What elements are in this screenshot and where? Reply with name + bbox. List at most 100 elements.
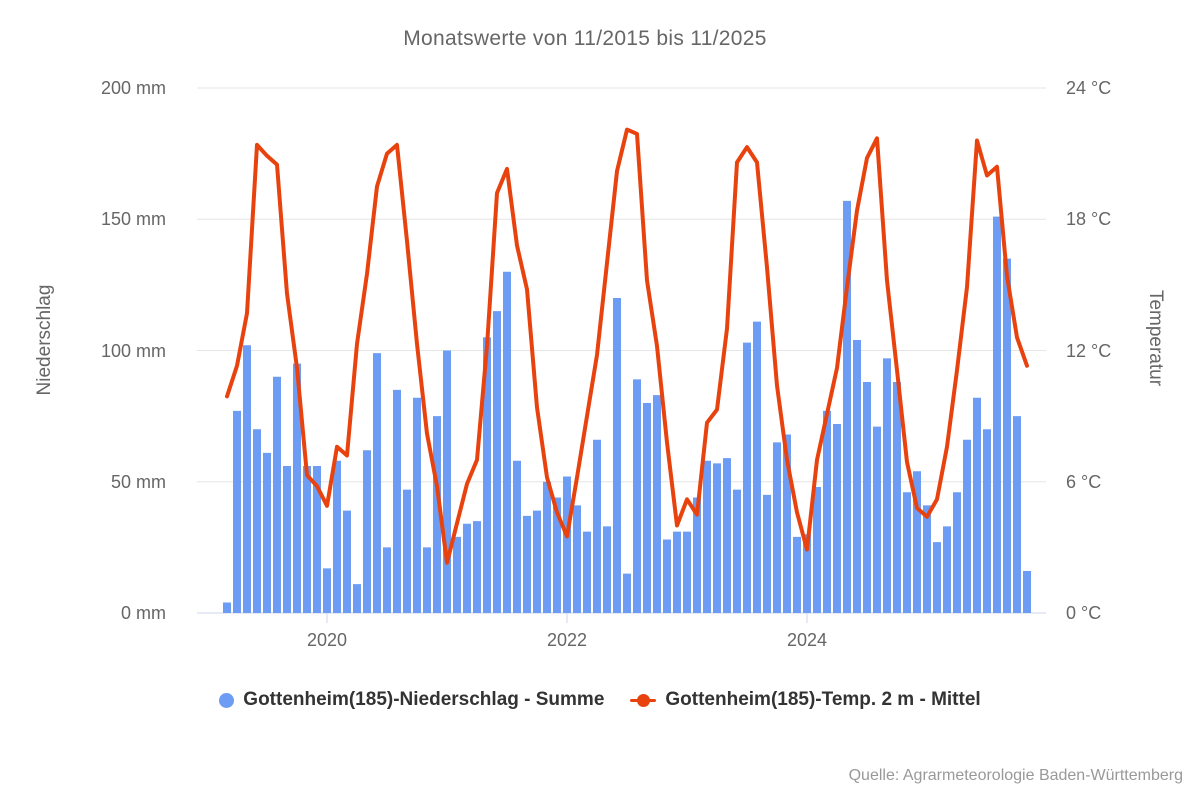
precip-bar[interactable] — [273, 376, 281, 613]
precip-bar[interactable] — [983, 429, 991, 613]
precip-bar[interactable] — [603, 526, 611, 613]
precip-bar[interactable] — [493, 311, 501, 613]
precip-bar[interactable] — [633, 379, 641, 613]
precip-bar[interactable] — [563, 476, 571, 614]
precip-bar[interactable] — [573, 505, 581, 613]
precip-bar[interactable] — [393, 389, 401, 613]
y-axis-label-right-18°C: 18 °C — [1066, 209, 1112, 230]
x-axis-label-2022: 2022 — [546, 630, 588, 650]
precip-bar[interactable] — [313, 466, 321, 613]
precip-bar[interactable] — [1013, 416, 1021, 613]
precip-bar[interactable] — [713, 463, 721, 613]
precip-bar[interactable] — [343, 510, 351, 613]
precip-bar[interactable] — [263, 452, 271, 613]
precip-bar[interactable] — [513, 460, 521, 613]
precip-bar[interactable] — [863, 382, 871, 613]
legend-label: Gottenheim(185)-Temp. 2 m - Mittel — [665, 689, 981, 710]
precip-bar[interactable] — [823, 410, 831, 613]
precip-bar[interactable] — [333, 460, 341, 613]
precip-bar[interactable] — [953, 492, 961, 613]
precip-bar[interactable] — [773, 442, 781, 613]
precip-bar[interactable] — [353, 584, 361, 613]
y-axis-label-left-0mm: 0 mm — [121, 603, 166, 623]
precip-bar[interactable] — [743, 342, 751, 613]
precip-bar[interactable] — [683, 531, 691, 613]
precip-bar[interactable] — [373, 353, 381, 613]
precip-bar[interactable] — [613, 298, 621, 613]
legend-line-dot-icon — [630, 693, 657, 708]
precip-bar[interactable] — [853, 340, 861, 613]
precip-bar[interactable] — [693, 497, 701, 614]
precip-bar[interactable] — [523, 515, 531, 613]
precip-bar[interactable] — [363, 450, 371, 613]
precip-bar[interactable] — [753, 321, 761, 613]
y-axis-label-left-50mm: 50 mm — [110, 471, 166, 492]
precip-bar[interactable] — [503, 271, 511, 613]
precip-bar[interactable] — [843, 200, 851, 613]
precip-bar[interactable] — [883, 358, 891, 613]
precip-bar[interactable] — [813, 487, 821, 613]
precip-bar[interactable] — [733, 489, 741, 613]
precip-bar[interactable] — [283, 466, 291, 613]
temp-line[interactable] — [225, 127, 1029, 565]
precip-bar[interactable] — [963, 439, 971, 613]
precip-bar[interactable] — [933, 542, 941, 613]
precip-bar[interactable] — [403, 489, 411, 613]
x-axis-label-2020: 2020 — [306, 630, 348, 650]
precip-bar[interactable] — [543, 481, 551, 613]
precip-bar[interactable] — [443, 350, 451, 614]
precip-bar[interactable] — [323, 568, 331, 613]
precip-bar[interactable] — [943, 526, 951, 613]
source-credit: Quelle: Agrarmeteorologie Baden-Württemb… — [848, 767, 1183, 784]
legend-label: Gottenheim(185)-Niederschlag - Summe — [243, 689, 605, 710]
precip-bar[interactable] — [643, 403, 651, 613]
precip-bar[interactable] — [793, 536, 801, 613]
precip-bar[interactable] — [223, 602, 231, 614]
precip-bar[interactable] — [1023, 571, 1031, 613]
precip-bar[interactable] — [593, 439, 601, 613]
y-axis-title-temperature: Temperatur — [1145, 289, 1166, 387]
precip-bar[interactable] — [233, 410, 241, 613]
y-axis-label-right-6°C: 6 °C — [1066, 471, 1102, 492]
precip-bar[interactable] — [303, 466, 311, 613]
precip-bar[interactable] — [903, 492, 911, 613]
precip-bar[interactable] — [763, 494, 771, 613]
legend-item-temperature[interactable]: Gottenheim(185)-Temp. 2 m - Mittel — [630, 689, 981, 711]
precip-bar[interactable] — [453, 536, 461, 613]
precip-bar[interactable] — [873, 426, 881, 613]
x-axis-label-2024: 2024 — [786, 630, 828, 650]
precip-bar[interactable] — [293, 363, 301, 613]
precip-bar[interactable] — [623, 573, 631, 613]
precip-bar[interactable] — [673, 531, 681, 613]
precip-bar[interactable] — [1003, 258, 1011, 613]
precip-bar[interactable] — [973, 397, 981, 613]
precip-bar[interactable] — [533, 510, 541, 613]
precip-bar[interactable] — [483, 337, 491, 613]
precip-bar[interactable] — [463, 523, 471, 613]
precip-bar[interactable] — [993, 216, 1001, 613]
precip-bar[interactable] — [913, 471, 921, 613]
precip-bar[interactable] — [243, 345, 251, 613]
precip-bar[interactable] — [383, 547, 391, 613]
legend-item-precipitation[interactable]: Gottenheim(185)-Niederschlag - Summe — [219, 689, 604, 711]
precip-bar[interactable] — [723, 458, 731, 613]
precip-bar[interactable] — [253, 429, 261, 613]
precip-bar[interactable] — [553, 497, 561, 614]
precip-bar[interactable] — [433, 416, 441, 613]
precip-bar[interactable] — [923, 505, 931, 613]
precip-bar[interactable] — [653, 395, 661, 613]
precip-bar[interactable] — [893, 382, 901, 613]
y-axis-label-left-100mm: 100 mm — [100, 340, 166, 361]
precip-bar[interactable] — [833, 424, 841, 613]
precip-bar[interactable] — [413, 397, 421, 613]
precip-bar[interactable] — [473, 521, 481, 613]
precip-bar[interactable] — [803, 534, 811, 613]
precip-bar[interactable] — [583, 531, 591, 613]
chart-title: Monatswerte von 11/2015 bis 11/2025 — [403, 27, 767, 50]
precip-bar[interactable] — [423, 547, 431, 613]
legend: Gottenheim(185)-Niederschlag - Summe Gott… — [0, 689, 1200, 711]
precip-bar[interactable] — [703, 460, 711, 613]
precip-bar[interactable] — [783, 434, 791, 614]
precip-bar[interactable] — [663, 539, 671, 614]
